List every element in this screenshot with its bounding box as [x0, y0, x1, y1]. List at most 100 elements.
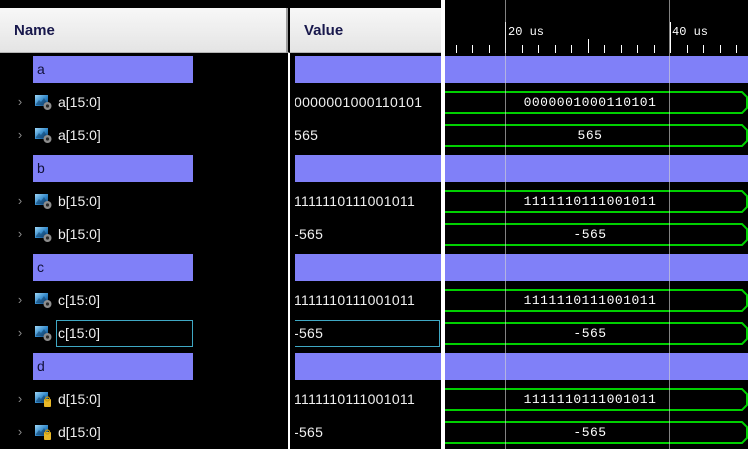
group-label: c	[37, 259, 44, 275]
signal-row[interactable]: › d[15:0] 1111110111001011	[0, 383, 441, 416]
waveform-bus-row[interactable]: 1111110111001011	[445, 383, 748, 416]
name-cell[interactable]: › d[15:0]	[0, 383, 290, 416]
name-cell[interactable]: › c[15:0]	[0, 284, 290, 317]
column-header-name-label: Name	[14, 21, 55, 39]
signal-name-label: c[15:0]	[58, 325, 101, 341]
column-header-row: Name Value	[0, 8, 441, 53]
signal-row[interactable]: › c[15:0] -565	[0, 317, 441, 350]
bus-value-text: 565	[577, 128, 603, 143]
name-cell[interactable]: a	[0, 53, 290, 86]
column-divider-handle[interactable]	[286, 8, 288, 53]
signal-group-row[interactable]: a	[0, 53, 441, 86]
ruler-tick-minor	[489, 45, 490, 53]
signal-rows: a › a[15:0] 0000001000110101 › a[15:0] 565 b › b[…	[0, 53, 441, 449]
name-value-divider[interactable]	[288, 53, 290, 449]
ruler-tick-minor	[703, 45, 704, 53]
expand-chevron-icon[interactable]: ›	[17, 127, 23, 142]
expand-chevron-icon[interactable]: ›	[17, 193, 23, 208]
signal-name-label: b[15:0]	[58, 226, 101, 242]
name-cell[interactable]: c	[0, 251, 290, 284]
signal-row[interactable]: › a[15:0] 0000001000110101	[0, 86, 441, 119]
value-cell[interactable]	[290, 251, 441, 284]
waveform-bus-row[interactable]: -565	[445, 416, 748, 449]
waveform-group-row[interactable]	[445, 251, 748, 284]
waveform-bus-row[interactable]: 565	[445, 119, 748, 152]
pane-splitter[interactable]	[441, 0, 445, 449]
signal-row[interactable]: › c[15:0] 1111110111001011	[0, 284, 441, 317]
bus-waveform: 1111110111001011	[445, 388, 748, 411]
group-label: a	[37, 61, 45, 77]
bus-value-text: -565	[573, 227, 607, 242]
waveform-group-row[interactable]	[445, 350, 748, 383]
bus-value-text: 1111110111001011	[523, 392, 657, 407]
value-cell[interactable]: 1111110111001011	[290, 383, 441, 416]
bus-value-text: 1111110111001011	[523, 293, 657, 308]
value-cell[interactable]: 1111110111001011	[290, 284, 441, 317]
name-cell[interactable]: › a[15:0]	[0, 86, 290, 119]
signal-row[interactable]: › b[15:0] -565	[0, 218, 441, 251]
value-cell[interactable]: -565	[290, 218, 441, 251]
signal-row[interactable]: › d[15:0] -565	[0, 416, 441, 449]
expand-chevron-icon[interactable]: ›	[17, 226, 23, 241]
signal-group-row[interactable]: d	[0, 350, 441, 383]
name-cell[interactable]: › c[15:0]	[0, 317, 290, 350]
time-ruler[interactable]: 20 us 40 us	[445, 0, 748, 53]
ruler-tick-minor	[621, 45, 622, 53]
name-cell[interactable]: › d[15:0]	[0, 416, 290, 449]
value-cell[interactable]: 0000001000110101	[290, 86, 441, 119]
group-highlight-bar	[33, 56, 193, 83]
signal-list-pane: Name Value a › a[15:0] 0000001000110101 › a[1…	[0, 8, 441, 449]
name-cell[interactable]: › a[15:0]	[0, 119, 290, 152]
ruler-tick-minor	[637, 45, 638, 53]
waveform-bus-row[interactable]: 1111110111001011	[445, 284, 748, 317]
waveform-pane[interactable]: 20 us 40 us 0000001000110101 565 1111110111…	[445, 0, 748, 449]
waveform-group-row[interactable]	[445, 152, 748, 185]
name-cell[interactable]: b	[0, 152, 290, 185]
waveform-bus-row[interactable]: -565	[445, 218, 748, 251]
column-header-value[interactable]: Value	[290, 8, 441, 53]
bus-transition-marker	[734, 388, 748, 411]
bus-transition-marker	[734, 322, 748, 345]
bus-edge-top	[445, 289, 735, 291]
ruler-tick-minor	[538, 45, 539, 53]
waveform-group-row[interactable]	[445, 53, 748, 86]
signal-row[interactable]: › b[15:0] 1111110111001011	[0, 185, 441, 218]
bus-waveform: -565	[445, 322, 748, 345]
bus-edge-bottom	[445, 343, 735, 345]
expand-chevron-icon[interactable]: ›	[17, 292, 23, 307]
bus-signal-gear-icon	[35, 95, 52, 110]
name-cell[interactable]: › b[15:0]	[0, 218, 290, 251]
signal-group-row[interactable]: c	[0, 251, 441, 284]
bus-waveform: 1111110111001011	[445, 289, 748, 312]
ruler-tick-minor	[571, 45, 572, 53]
name-cell[interactable]: › b[15:0]	[0, 185, 290, 218]
ruler-tick-major	[670, 22, 671, 53]
signal-row[interactable]: › a[15:0] 565	[0, 119, 441, 152]
group-label: d	[37, 358, 45, 374]
value-cell[interactable]	[290, 53, 441, 86]
column-header-name[interactable]: Name	[0, 8, 290, 53]
value-cell[interactable]: 1111110111001011	[290, 185, 441, 218]
expand-chevron-icon[interactable]: ›	[17, 424, 23, 439]
value-cell[interactable]: -565	[290, 416, 441, 449]
ruler-tick-mid	[588, 39, 589, 53]
signal-group-row[interactable]: b	[0, 152, 441, 185]
value-cell[interactable]	[290, 152, 441, 185]
signal-value-label: 1111110111001011	[294, 391, 416, 407]
waveform-group-bar	[445, 56, 748, 83]
expand-chevron-icon[interactable]: ›	[17, 94, 23, 109]
bus-value-text: -565	[573, 326, 607, 341]
name-cell[interactable]: d	[0, 350, 290, 383]
waveform-bus-row[interactable]: 0000001000110101	[445, 86, 748, 119]
value-cell[interactable]: -565	[290, 317, 441, 350]
bus-transition-marker	[734, 190, 748, 213]
ruler-tick-minor	[472, 45, 473, 53]
value-cell[interactable]	[290, 350, 441, 383]
expand-chevron-icon[interactable]: ›	[17, 325, 23, 340]
value-cell[interactable]: 565	[290, 119, 441, 152]
expand-chevron-icon[interactable]: ›	[17, 391, 23, 406]
bus-edge-top	[445, 190, 735, 192]
ruler-time-label: 20 us	[508, 25, 545, 39]
waveform-bus-row[interactable]: 1111110111001011	[445, 185, 748, 218]
waveform-bus-row[interactable]: -565	[445, 317, 748, 350]
